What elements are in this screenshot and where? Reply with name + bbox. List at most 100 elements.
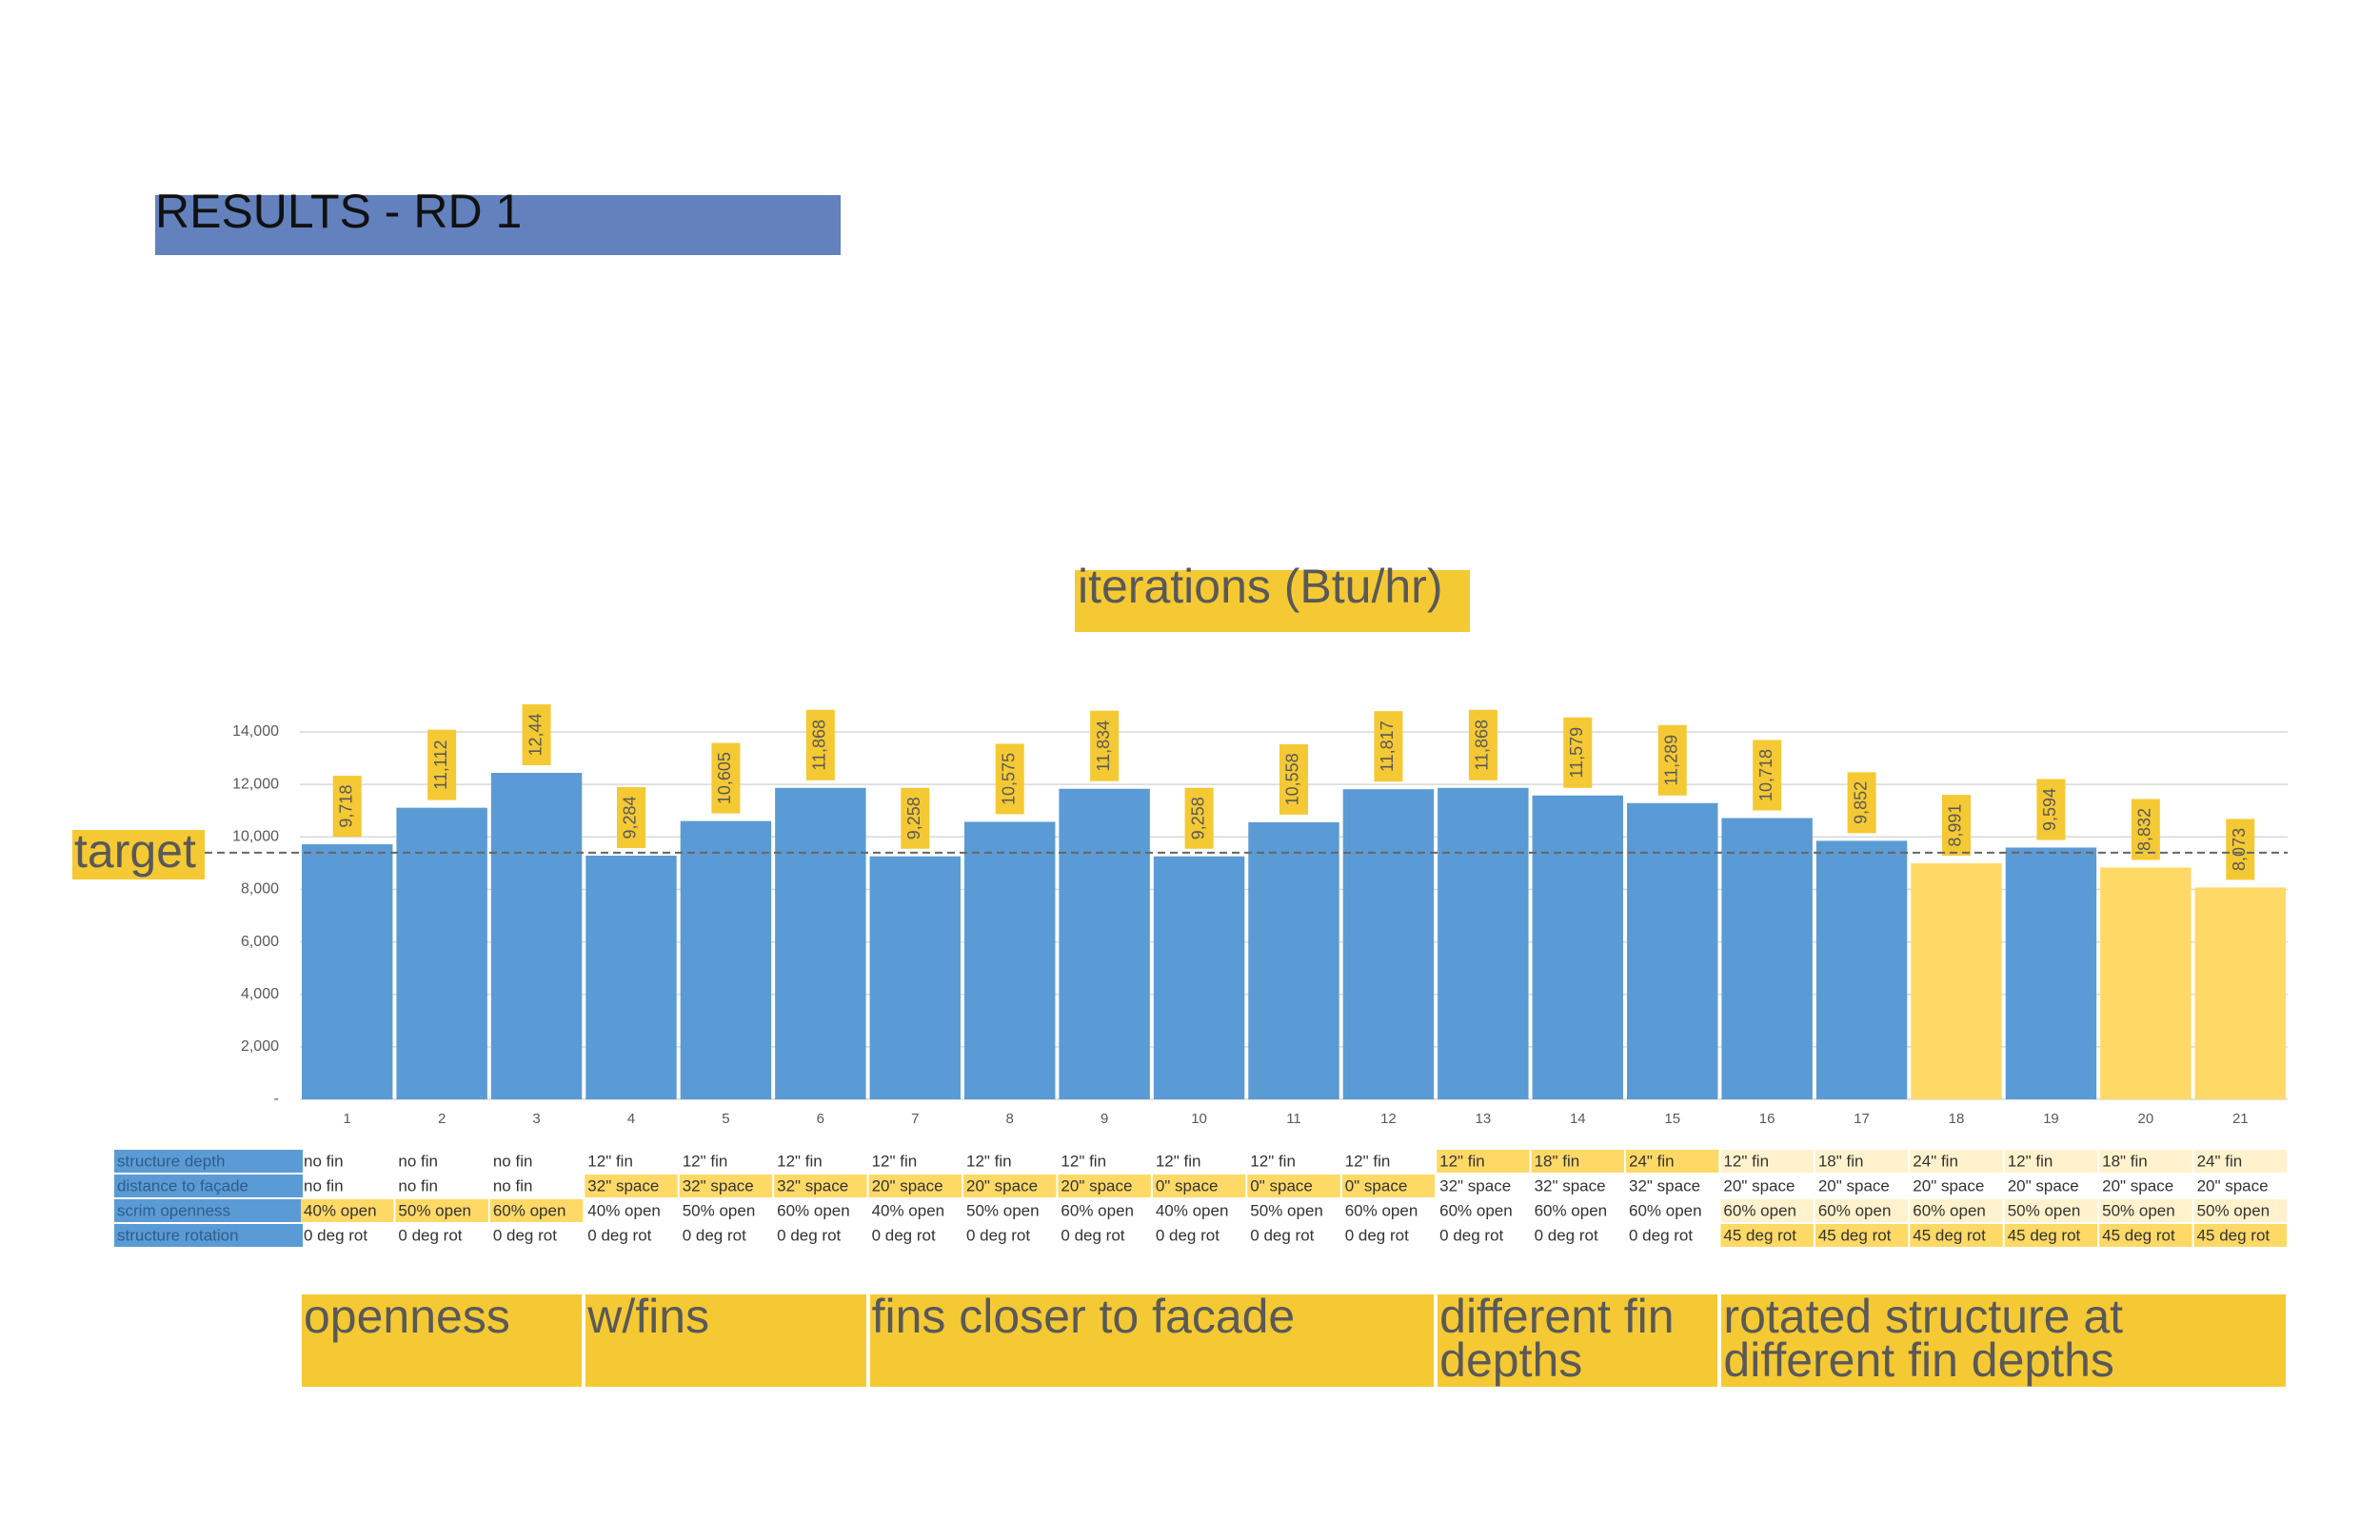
cell: 0 deg rot <box>683 1226 746 1244</box>
cell-fill <box>1437 1150 1530 1173</box>
cell-fill <box>963 1175 1057 1197</box>
cell: no fin <box>398 1176 438 1194</box>
bar <box>1153 856 1245 1099</box>
cell: 12" fin <box>587 1152 633 1170</box>
cell-fill <box>1910 1150 2003 1173</box>
cell-fill <box>1531 1150 1624 1173</box>
x-tick-label: 21 <box>2232 1111 2249 1127</box>
x-tick-label: 10 <box>1191 1111 1207 1127</box>
value-label-box <box>1657 724 1687 796</box>
value-label: 9,258 <box>1188 797 1207 839</box>
bar <box>1342 789 1435 1099</box>
cell: no fin <box>304 1152 344 1170</box>
bar <box>2194 887 2286 1099</box>
cell: 32" space <box>683 1176 754 1194</box>
cell: 0 deg rot <box>1250 1226 1314 1244</box>
cell-fill <box>1720 1150 1814 1173</box>
cell: 12" fin <box>1723 1152 1769 1170</box>
value-label-box <box>2226 819 2255 880</box>
cell: 40% open <box>587 1201 661 1219</box>
bar <box>490 773 583 1099</box>
x-tick-label: 18 <box>1949 1111 1965 1127</box>
cell: 12" fin <box>683 1152 728 1170</box>
bar <box>1248 821 1339 1099</box>
cell: 45 deg rot <box>2197 1226 2271 1244</box>
cell: 50% open <box>398 1201 471 1219</box>
x-tick-label: 12 <box>1380 1111 1397 1127</box>
cell: 18" fin <box>1535 1152 1580 1170</box>
cell-fill <box>585 1175 678 1197</box>
cell: 0 deg rot <box>1345 1226 1409 1244</box>
bar <box>1911 863 2002 1099</box>
x-tick-label: 6 <box>817 1111 824 1127</box>
cell-fill <box>1058 1175 1151 1197</box>
cell: 0 deg rot <box>1439 1226 1503 1244</box>
cell-fill <box>2099 1224 2192 1247</box>
value-label: 10,718 <box>1756 749 1775 801</box>
cell-fill <box>489 1199 584 1222</box>
cell: 60% open <box>1723 1201 1796 1219</box>
cell: 12" fin <box>1156 1152 1201 1170</box>
cell: 12" fin <box>1345 1152 1391 1170</box>
cell: no fin <box>304 1176 344 1194</box>
cell: 45 deg rot <box>1818 1226 1892 1244</box>
bar <box>302 844 393 1099</box>
cell: 20" space <box>1913 1176 1984 1194</box>
cell: 0 deg rot <box>1535 1226 1598 1244</box>
value-label: 9,284 <box>621 797 640 839</box>
cell-fill <box>2099 1150 2192 1173</box>
cell: 32" space <box>587 1176 659 1194</box>
y-tick-label: 2,000 <box>241 1038 279 1055</box>
bar <box>396 807 487 1099</box>
cell: 40% open <box>304 1201 377 1219</box>
row-label: structure depth <box>117 1152 225 1170</box>
cell-fill <box>2004 1150 2098 1173</box>
cell: 20" space <box>1061 1176 1132 1194</box>
cell: 32" space <box>1535 1176 1606 1194</box>
cell: 12" fin <box>1061 1152 1106 1170</box>
value-label-box <box>1847 772 1876 834</box>
bar <box>1438 787 1529 1099</box>
bar <box>964 821 1056 1099</box>
cell: 50% open <box>2197 1201 2271 1219</box>
cell: 20" space <box>872 1176 943 1194</box>
bar <box>1815 840 1908 1099</box>
value-label: 12,44 <box>526 713 545 756</box>
value-label-box <box>2036 779 2066 840</box>
cell: 45 deg rot <box>1913 1226 1986 1244</box>
x-tick-label: 4 <box>627 1111 635 1127</box>
value-label-box <box>427 729 457 800</box>
x-tick-label: 7 <box>911 1111 919 1127</box>
cell-fill <box>868 1175 962 1197</box>
x-tick-label: 14 <box>1570 1111 1586 1127</box>
y-tick-label: 12,000 <box>232 776 279 792</box>
cell: 0 deg rot <box>1061 1226 1124 1244</box>
row-label-cell <box>114 1150 303 1173</box>
y-tick-label: 4,000 <box>241 986 279 1002</box>
cell: 0" space <box>1345 1176 1408 1194</box>
group-label: w/fins <box>585 1294 866 1387</box>
cell: 32" space <box>1629 1176 1700 1194</box>
cell-fill <box>2004 1199 2098 1222</box>
cell: no fin <box>493 1176 533 1194</box>
cell-fill <box>2193 1224 2287 1247</box>
cell-fill <box>1626 1150 1719 1173</box>
cell: 20" space <box>1818 1176 1890 1194</box>
value-label: 10,575 <box>999 753 1018 805</box>
x-tick-label: 15 <box>1664 1111 1680 1127</box>
value-label: 11,289 <box>1661 735 1680 786</box>
cell: 24" fin <box>1629 1152 1675 1170</box>
value-label-box <box>711 742 741 814</box>
cell-fill <box>1341 1175 1436 1197</box>
cell: 24" fin <box>1913 1152 1958 1170</box>
value-label: 9,594 <box>2040 788 2059 831</box>
value-label: 11,579 <box>1567 727 1586 779</box>
cell-fill <box>2099 1199 2192 1222</box>
cell: 60% open <box>1535 1201 1608 1219</box>
group-label: different fin depths <box>1438 1294 1718 1387</box>
cell-fill <box>301 1199 394 1222</box>
cell: 50% open <box>683 1201 756 1219</box>
bar <box>680 820 772 1099</box>
